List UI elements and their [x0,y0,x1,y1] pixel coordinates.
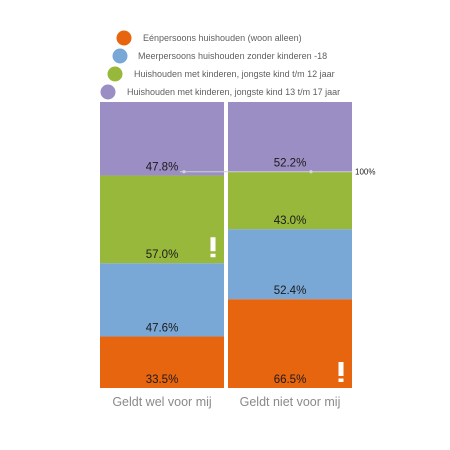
reference-label: 100% [355,168,375,177]
data-label: 52.2% [274,158,307,170]
bar-segment [228,229,352,300]
reference-dot [309,170,313,174]
legend-label: Huishouden met kinderen, jongste kind t/… [134,69,335,79]
bar-segment [228,102,352,172]
data-label: 47.8% [146,162,179,174]
legend-swatch [116,30,132,46]
alert-icon-dot [338,378,344,382]
alert-icon-dot [210,253,216,258]
reference-line: 100% [180,168,375,177]
legend-swatch [112,48,128,64]
alert-icon [338,362,344,382]
bar-segment [228,171,352,230]
data-label: 33.5% [146,374,179,386]
data-label: 43.0% [274,215,307,227]
value-labels: 33.5% 47.6% 57.0% 47.8% 66.5% 52.4% 43.0% 52.2%… [146,158,376,386]
bar-segment [100,175,224,264]
alert-icon-bar [338,362,344,376]
data-label: 52.4% [274,285,307,297]
bar-area [100,102,352,388]
bar-segment [100,336,224,388]
data-label: 47.6% [146,322,179,334]
alert-icon [210,237,216,258]
category-label: Geldt wel voor mij [112,395,211,409]
alert-icon-bar [210,237,216,252]
category-label: Geldt niet voor mij [240,395,341,409]
legend-swatch [107,66,123,82]
bar-segment [100,263,224,337]
legend-label: Eénpersoons huishouden (woon alleen) [143,33,302,43]
legend-swatch [100,84,116,100]
category-axis: Geldt wel voor mij Geldt niet voor mij [112,395,340,409]
bar-segment [100,102,224,176]
bar-segment [228,299,352,388]
reference-dot [182,170,186,174]
legend-label: Huishouden met kinderen, jongste kind 13… [127,87,340,97]
legend-label: Meerpersoons huishouden zonder kinderen … [138,51,327,61]
legend: Eénpersoons huishouden (woon alleen) Meer… [100,30,340,100]
data-label: 57.0% [146,249,179,261]
data-label: 66.5% [274,374,307,386]
